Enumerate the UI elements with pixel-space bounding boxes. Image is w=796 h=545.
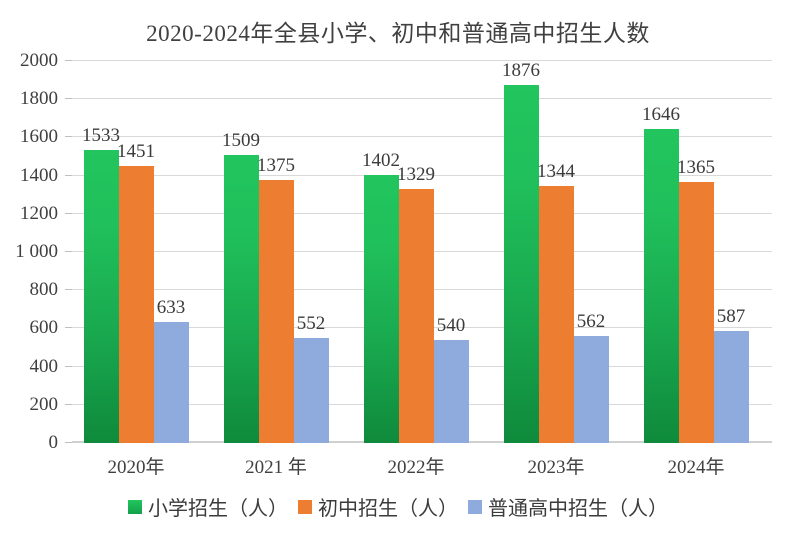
bar-group: 1402 1329 540 bbox=[362, 61, 469, 443]
bar[interactable] bbox=[398, 189, 434, 443]
legend-swatch-icon bbox=[298, 499, 312, 514]
bar[interactable] bbox=[433, 339, 469, 443]
y-axis-tick-label: 600 bbox=[29, 317, 59, 339]
bar-value-label: 562 bbox=[576, 310, 606, 332]
y-axis-tick bbox=[65, 403, 72, 405]
legend-label: 初中招生（人） bbox=[318, 498, 458, 520]
legend-swatch-icon bbox=[128, 499, 142, 514]
gridline bbox=[72, 136, 772, 138]
y-axis-tick bbox=[65, 136, 72, 138]
legend-label: 普通高中招生（人） bbox=[488, 498, 668, 520]
legend-label: 小学招生（人） bbox=[148, 498, 288, 520]
bar-value-label: 1329 bbox=[397, 164, 435, 186]
bar-value-label: 1533 bbox=[82, 125, 120, 147]
bar-group: 1876 1344 562 bbox=[502, 59, 609, 443]
y-axis-tick-label: 1400 bbox=[20, 164, 58, 186]
y-axis-tick bbox=[65, 174, 72, 176]
y-axis-tick bbox=[65, 289, 72, 291]
bar-value-label: 1509 bbox=[222, 129, 260, 151]
gridline bbox=[72, 60, 772, 61]
legend-item[interactable]: 小学招生（人） bbox=[128, 492, 288, 521]
bar[interactable] bbox=[223, 154, 259, 443]
x-axis-tick-label: 2021 年 bbox=[245, 457, 307, 478]
x-axis-tick-label: 2022年 bbox=[387, 457, 445, 478]
y-axis-tick-label: 200 bbox=[29, 393, 59, 415]
gridline bbox=[72, 98, 772, 100]
bar[interactable] bbox=[573, 335, 609, 443]
bar-value-label: 1344 bbox=[537, 161, 575, 183]
y-axis-tick bbox=[65, 365, 72, 367]
legend-item[interactable]: 初中招生（人） bbox=[298, 492, 458, 521]
plot-area: 1533 1451 633 1509 1375 552 1402 1329 540 1876 134… bbox=[65, 59, 772, 443]
bar-value-label: 540 bbox=[436, 314, 466, 336]
bar-group: 1533 1451 633 bbox=[82, 61, 189, 443]
y-axis-tick-label: 1600 bbox=[20, 126, 58, 148]
y-axis-tick-label: 1200 bbox=[20, 202, 58, 224]
gridline bbox=[72, 174, 772, 176]
bar[interactable] bbox=[258, 180, 294, 443]
bar-value-label: 1365 bbox=[677, 157, 715, 179]
y-axis-tick-label: 1800 bbox=[20, 88, 58, 110]
bar-value-label: 1451 bbox=[117, 140, 155, 162]
bar-value-label: 1402 bbox=[362, 150, 400, 172]
bar[interactable] bbox=[643, 128, 679, 443]
bar-value-label: 1375 bbox=[257, 155, 295, 177]
y-axis-tick-label: 2000 bbox=[20, 50, 58, 71]
x-axis-tick-label: 2024年 bbox=[667, 457, 725, 478]
bar[interactable] bbox=[503, 84, 539, 443]
bar-value-label: 1646 bbox=[642, 103, 680, 125]
legend-item[interactable]: 普通高中招生（人） bbox=[468, 492, 668, 521]
y-axis-tick bbox=[65, 442, 72, 443]
bar-value-label: 587 bbox=[716, 305, 746, 327]
bar-group: 1646 1365 587 bbox=[642, 61, 749, 443]
y-axis-tick bbox=[65, 98, 72, 100]
y-axis-tick bbox=[65, 251, 72, 252]
bar[interactable] bbox=[713, 330, 749, 443]
y-axis-tick bbox=[65, 212, 72, 214]
y-axis-tick bbox=[65, 327, 72, 329]
bar[interactable] bbox=[83, 150, 119, 443]
y-axis-tick-label: 800 bbox=[29, 279, 59, 301]
bar-value-label: 633 bbox=[156, 297, 186, 319]
bar[interactable] bbox=[678, 182, 714, 443]
bar[interactable] bbox=[363, 175, 399, 443]
legend-swatch-icon bbox=[468, 499, 482, 514]
y-axis-tick-label: 1 000 bbox=[15, 241, 58, 262]
bar[interactable] bbox=[293, 337, 329, 443]
bar-value-label: 1876 bbox=[502, 59, 540, 81]
x-axis-tick-label: 2023年 bbox=[527, 457, 585, 478]
y-axis-tick bbox=[65, 60, 72, 61]
bar[interactable] bbox=[118, 165, 154, 443]
bar[interactable] bbox=[538, 186, 574, 443]
chart-title: 2020-2024年全县小学、初中和普通高中招生人数 bbox=[146, 21, 650, 46]
bar[interactable] bbox=[153, 322, 189, 443]
x-axis-tick-label: 2020年 bbox=[107, 457, 165, 478]
chart-legend: 小学招生（人） 初中招生（人） 普通高中招生（人） bbox=[0, 492, 796, 521]
y-axis-tick-label: 0 bbox=[48, 432, 59, 453]
bar-value-label: 552 bbox=[296, 312, 326, 334]
y-axis-tick-label: 400 bbox=[29, 355, 59, 377]
bar-group: 1509 1375 552 bbox=[222, 61, 329, 443]
